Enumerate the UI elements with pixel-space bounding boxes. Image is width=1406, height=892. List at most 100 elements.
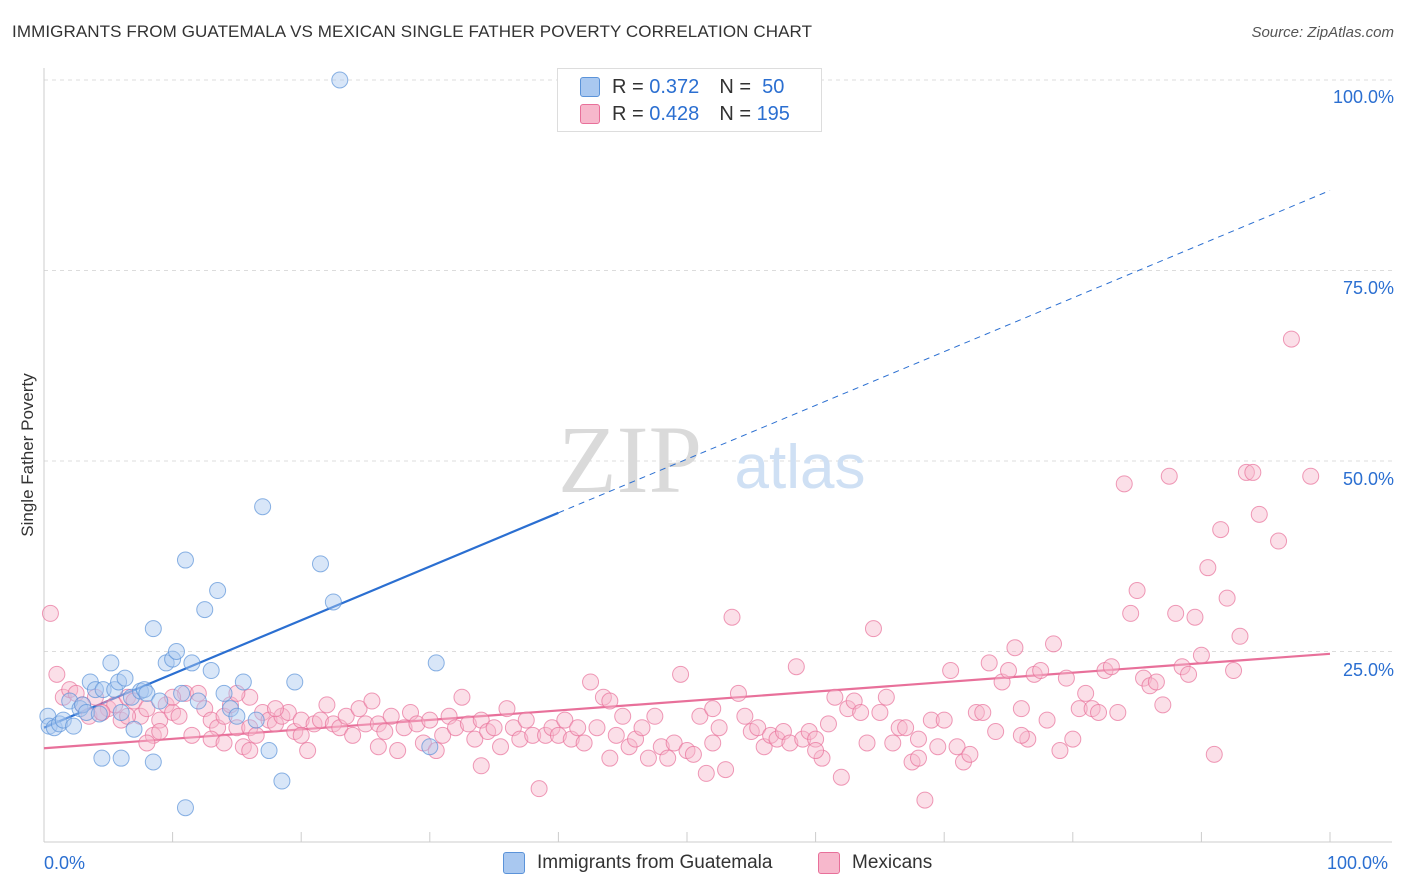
data-point-guatemala: [421, 738, 439, 756]
data-point-mexicans: [987, 723, 1005, 741]
data-point-guatemala: [215, 684, 233, 702]
data-points: [39, 71, 1320, 817]
data-point-mexicans: [1180, 665, 1198, 683]
data-point-mexicans: [633, 719, 651, 737]
chart-title: IMMIGRANTS FROM GUATEMALA VS MEXICAN SIN…: [12, 22, 813, 41]
data-point-guatemala: [209, 582, 227, 600]
stats-row-guatemala: R = 0.372 N = 50: [580, 75, 784, 99]
data-point-mexicans: [1012, 700, 1030, 718]
data-point-mexicans: [672, 665, 690, 683]
data-point-mexicans: [279, 703, 297, 721]
legend-swatch-mexicans: [580, 104, 600, 124]
r-value: 0.428: [649, 102, 700, 125]
data-point-mexicans: [1237, 463, 1255, 481]
data-point-guatemala: [311, 555, 329, 573]
data-point-mexicans: [961, 745, 979, 763]
data-point-mexicans: [942, 662, 960, 680]
data-point-mexicans: [710, 719, 728, 737]
data-point-mexicans: [215, 734, 233, 752]
data-point-mexicans: [736, 707, 754, 725]
data-point-mexicans: [974, 703, 992, 721]
legend-swatch: [818, 852, 840, 874]
data-point-guatemala: [94, 681, 112, 699]
axes: [43, 68, 1392, 843]
data-point-mexicans: [241, 742, 259, 760]
data-point-mexicans: [556, 711, 574, 729]
data-point-mexicans: [151, 723, 169, 741]
data-point-mexicans: [575, 734, 593, 752]
data-point-mexicans: [916, 791, 934, 809]
data-point-mexicans: [530, 780, 548, 798]
data-point-mexicans: [318, 696, 336, 714]
data-point-mexicans: [492, 738, 510, 756]
y-tick-label-50: 50.0%: [1342, 469, 1394, 489]
data-point-mexicans: [1128, 582, 1146, 600]
data-point-mexicans: [1006, 639, 1024, 657]
y-axis-title: Single Father Poverty: [18, 373, 37, 537]
y-tick-label-75: 75.0%: [1342, 278, 1394, 298]
data-point-guatemala: [254, 498, 272, 516]
data-point-mexicans: [787, 658, 805, 676]
data-point-mexicans: [183, 726, 201, 744]
data-point-mexicans: [948, 738, 966, 756]
data-point-mexicans: [292, 726, 310, 744]
stats-legend: R = 0.372 N = 50 R = 0.428 N = 195: [557, 68, 822, 132]
data-point-mexicans: [601, 749, 619, 767]
data-point-guatemala: [116, 669, 134, 687]
data-point-mexicans: [639, 749, 657, 767]
data-point-mexicans: [466, 730, 484, 748]
data-point-mexicans: [1199, 559, 1217, 577]
data-point-mexicans: [1070, 700, 1088, 718]
r-label: R =: [612, 102, 644, 125]
data-point-mexicans: [138, 700, 156, 718]
trend-line-guatemala-extrapolated: [558, 190, 1331, 514]
data-point-mexicans: [826, 688, 844, 706]
y-tick-label-100: 100.0%: [1332, 87, 1394, 107]
data-point-mexicans: [376, 723, 394, 741]
data-point-guatemala: [106, 681, 124, 699]
legend-item-guatemala[interactable]: Immigrants from Guatemala: [503, 852, 772, 874]
data-point-mexicans: [691, 707, 709, 725]
data-point-mexicans: [434, 726, 452, 744]
y-tick-label-25: 25.0%: [1342, 660, 1394, 680]
data-point-guatemala: [202, 662, 220, 680]
legend-swatch-guatemala: [580, 77, 600, 97]
data-point-mexicans: [967, 703, 985, 721]
data-point-mexicans: [1231, 627, 1249, 645]
x-tick-label-min: 0.0%: [44, 853, 86, 873]
data-point-mexicans: [819, 715, 837, 733]
data-point-guatemala: [138, 684, 156, 702]
data-point-guatemala: [77, 703, 95, 721]
data-point-mexicans: [266, 700, 284, 718]
data-point-mexicans: [1147, 673, 1165, 691]
data-point-mexicans: [877, 688, 895, 706]
legend-item-mexicans[interactable]: Mexicans: [818, 852, 932, 874]
stats-row-mexicans: R = 0.428 N = 195: [580, 102, 790, 126]
data-point-mexicans: [909, 749, 927, 767]
data-point-mexicans: [498, 700, 516, 718]
data-point-mexicans: [350, 700, 368, 718]
source-credit: Source: ZipAtlas.com: [1251, 24, 1394, 41]
data-point-mexicans: [659, 749, 677, 767]
data-point-mexicans: [897, 719, 915, 737]
data-point-mexicans: [1244, 463, 1262, 481]
data-point-guatemala: [93, 749, 111, 767]
n-label: N =: [719, 102, 751, 125]
data-point-guatemala: [176, 551, 194, 569]
data-point-guatemala: [65, 717, 83, 735]
data-point-mexicans: [164, 688, 182, 706]
data-point-mexicans: [1205, 745, 1223, 763]
data-point-guatemala: [260, 742, 278, 760]
data-point-mexicans: [582, 673, 600, 691]
data-point-mexicans: [241, 688, 259, 706]
data-point-guatemala: [144, 753, 162, 771]
data-point-mexicans: [1218, 589, 1236, 607]
data-point-mexicans: [337, 707, 355, 725]
data-point-mexicans: [1302, 467, 1320, 485]
data-point-mexicans: [588, 719, 606, 737]
data-point-mexicans: [311, 711, 329, 729]
data-point-mexicans: [511, 730, 529, 748]
data-point-guatemala: [234, 673, 252, 691]
data-point-mexicans: [1225, 662, 1243, 680]
data-point-mexicans: [517, 711, 535, 729]
